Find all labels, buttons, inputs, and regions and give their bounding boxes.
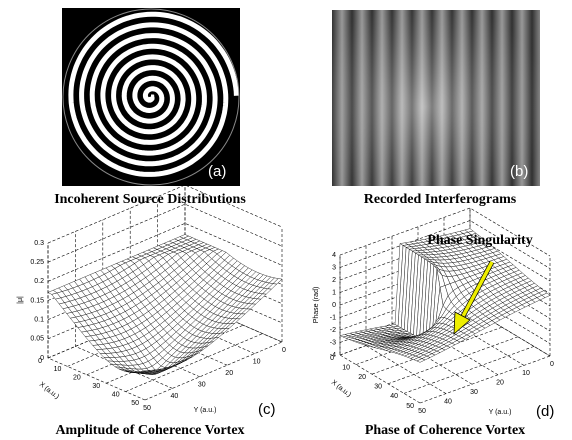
z-axis-label: Phase (rad)	[313, 287, 320, 324]
caption: Phase of Coherence Vortex	[365, 423, 525, 438]
x-tick-label: 30	[374, 384, 382, 391]
z-tick-label: 3	[332, 264, 336, 271]
x-tick-label: 40	[390, 393, 398, 400]
panel-label: (a)	[208, 163, 226, 180]
y-tick-label: 50	[418, 408, 426, 415]
panel-a: (a) Incoherent Source Distributions	[54, 8, 246, 207]
z-tick-label: -2	[330, 327, 336, 334]
y-tick-label: 30	[198, 382, 206, 389]
y-tick-label: 0	[282, 347, 286, 354]
caption: Recorded Interferograms	[364, 192, 517, 207]
x-tick-label: 0	[330, 355, 334, 362]
interferogram-shading	[332, 10, 540, 186]
y-axis-label: Y (a.u.)	[194, 407, 217, 414]
caption: Amplitude of Coherence Vortex	[55, 423, 244, 438]
y-tick-label: 30	[470, 389, 478, 396]
figure: (a) Incoherent Source Distributions (b) …	[0, 0, 572, 440]
x-axis-label: X (a.u.)	[330, 379, 352, 399]
x-tick-label: 10	[54, 366, 62, 373]
z-tick-label: 0	[332, 302, 336, 309]
annotation: Phase Singularity	[427, 233, 532, 248]
y-tick-label: 10	[522, 370, 530, 377]
panel-label: (b)	[510, 163, 528, 180]
y-tick-label: 40	[444, 398, 452, 405]
z-tick-label: -1	[330, 314, 336, 321]
panel-label: (d)	[536, 403, 554, 420]
x-tick-label: 20	[358, 374, 366, 381]
z-tick-label: 0.3	[34, 240, 44, 247]
x-tick-label: 0	[38, 358, 42, 365]
x-tick-label: 50	[406, 403, 414, 410]
y-tick-label: 0	[550, 361, 554, 368]
z-axis-label: |μ|	[17, 296, 24, 304]
panel-label: (c)	[258, 401, 276, 418]
x-tick-label: 20	[73, 375, 81, 382]
z-tick-label: 0.1	[34, 317, 44, 324]
x-tick-label: 40	[112, 391, 120, 398]
grid-line	[420, 356, 550, 403]
x-tick-label: 10	[342, 364, 350, 371]
y-tick-label: 20	[225, 370, 233, 377]
z-tick-label: 0.05	[30, 336, 44, 343]
x-tick-label: 30	[92, 383, 100, 390]
y-tick-label: 40	[171, 393, 179, 400]
z-tick-label: 0.15	[30, 297, 44, 304]
z-tick-label: -3	[330, 339, 336, 346]
z-tick-label: 1	[332, 289, 336, 296]
y-axis-label: Y (a.u.)	[489, 409, 512, 416]
y-tick-label: 10	[253, 358, 261, 365]
z-tick-label: 2	[332, 277, 336, 284]
y-tick-label: 50	[143, 405, 151, 412]
z-tick-label: 4	[332, 252, 336, 259]
panel-c: (c) Amplitude of Coherence Vortex 0 0.05 0…	[17, 185, 286, 438]
y-tick-label: 20	[496, 380, 504, 387]
panel-b: (b) Recorded Interferograms	[332, 10, 540, 207]
x-axis-label: X (a.u.)	[38, 381, 60, 401]
panel-d: (d) Phase of Coherence Vortex -4-3-2-101…	[313, 208, 554, 438]
z-tick-label: 0.2	[34, 278, 44, 285]
x-tick-label: 50	[131, 400, 139, 407]
spiral-image	[63, 9, 239, 185]
z-tick-label: 0.25	[30, 259, 44, 266]
